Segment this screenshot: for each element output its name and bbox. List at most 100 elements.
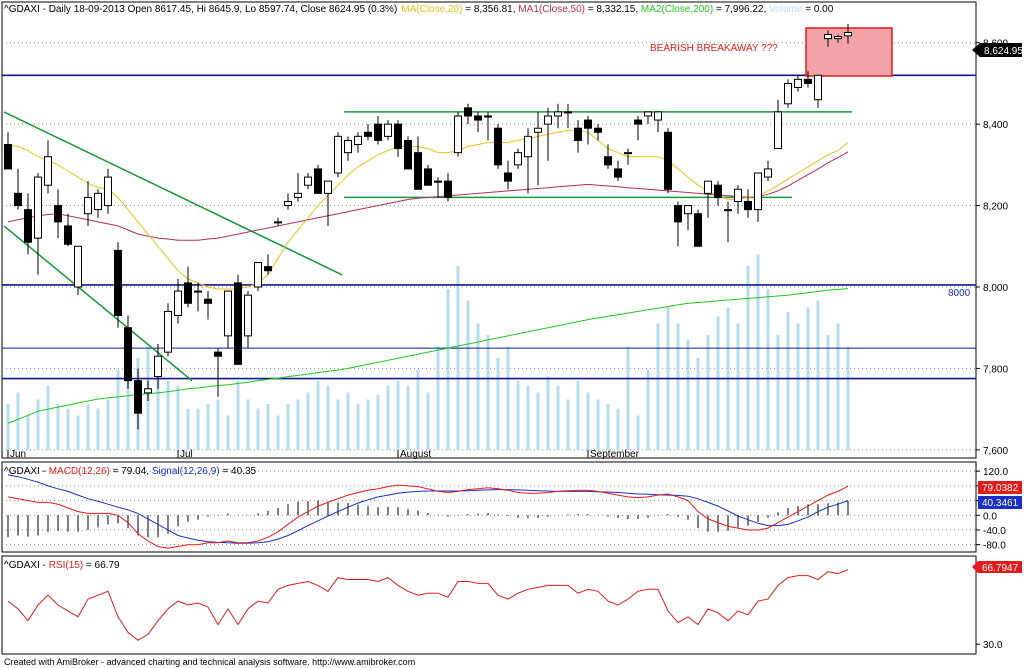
candle-body (484, 115, 492, 118)
candle (654, 111, 662, 133)
macd-tick-label: -80.0 (983, 541, 1006, 552)
volume-bar (166, 381, 170, 450)
candle-body (814, 74, 822, 101)
volume-bar (506, 346, 510, 450)
ma200-legend: MA2(Close,200) (641, 4, 713, 15)
candle-body (134, 380, 142, 414)
candle-body (324, 180, 332, 194)
candle-body (404, 139, 412, 170)
candle-body (764, 168, 772, 178)
price-tick-label: 7,600 (983, 446, 1008, 457)
volume-bar (476, 323, 480, 450)
macd-tick-label: 0.0 (983, 511, 997, 522)
volume-bar (116, 369, 120, 450)
rsi-last-marker: 66.7947 (972, 561, 1022, 574)
candle-body (674, 205, 682, 223)
candle-body (104, 176, 112, 207)
candle (664, 128, 672, 194)
candle-body (444, 180, 452, 198)
trendlines (3, 111, 852, 382)
candle (64, 213, 72, 247)
candle-body (274, 221, 282, 224)
candle-body (354, 135, 362, 146)
volume-legend: Volume (769, 4, 803, 15)
candle-body (304, 176, 312, 186)
volume-bar (86, 404, 90, 450)
volume-bar (156, 369, 160, 450)
candle-body (454, 115, 462, 154)
candle (254, 262, 262, 292)
candle-body (834, 36, 842, 40)
volume-bar (26, 415, 30, 450)
candle-body (774, 111, 782, 150)
macd-title-prefix: ^GDAXI - (4, 466, 49, 477)
candle-body (364, 131, 372, 137)
signal-line (7, 474, 849, 544)
candle-body (194, 290, 202, 293)
candle (374, 116, 382, 145)
volume-bar (716, 316, 720, 450)
volume-bar (776, 335, 780, 450)
candle-body (754, 172, 762, 211)
volume-bar (336, 399, 340, 450)
candle (464, 103, 472, 125)
volume-bar (606, 404, 610, 450)
signal-last-marker: 40.3461 (978, 496, 1022, 509)
volume-bar (526, 385, 530, 450)
candle (234, 274, 242, 365)
candle-body (234, 282, 242, 365)
candle (114, 242, 122, 328)
candle-body (784, 82, 792, 105)
date-axis: Jun Jul August September (7, 449, 640, 460)
candle-body (734, 188, 742, 203)
volume-bar (406, 385, 410, 450)
volume-bar (416, 369, 420, 450)
candle (504, 160, 512, 190)
candle-body (284, 201, 292, 207)
candle-body (114, 249, 122, 317)
volume-bar (256, 408, 260, 450)
candle (84, 181, 92, 226)
signal-legend: Signal(12,26,9) (152, 466, 220, 477)
volume-bar (486, 335, 490, 450)
candle-body (554, 111, 562, 117)
macd-panel: 120.080.040.00.0-40.0-80.0 79.0382 40.34… (1, 461, 1022, 553)
candle-body (684, 205, 692, 215)
volume-bar (566, 399, 570, 450)
candle (324, 180, 332, 226)
volume-bar (556, 385, 560, 450)
candle-body (34, 176, 42, 239)
volume-bar (746, 266, 750, 450)
candle-body (294, 192, 302, 198)
candle (274, 217, 282, 226)
candle (304, 173, 312, 190)
candle (394, 120, 402, 157)
macd-last-label: 79.0382 (982, 483, 1019, 494)
candle-body (824, 34, 832, 40)
volume-bar (126, 339, 130, 450)
candle (204, 291, 212, 320)
candle-body (794, 78, 802, 88)
candle (164, 303, 172, 357)
volume-bar (106, 399, 110, 450)
macd-histogram (7, 500, 849, 538)
volume-bar (56, 404, 60, 450)
volume-bar (596, 399, 600, 450)
candle (834, 34, 842, 43)
candle (694, 209, 702, 247)
candle (24, 193, 32, 255)
candle-body (414, 152, 422, 190)
candle (534, 111, 542, 186)
candle (414, 136, 422, 190)
price-tick-label: 8,000 (983, 283, 1008, 294)
rsi-axis: 30.0 (976, 640, 1003, 651)
candle-body (594, 127, 602, 133)
candle (614, 160, 622, 182)
candle (344, 136, 352, 161)
candle-body (604, 156, 612, 166)
signal-last-label: 40.3461 (982, 498, 1019, 509)
volume-bar (796, 323, 800, 450)
candle (554, 103, 562, 129)
candle-body (124, 327, 132, 382)
